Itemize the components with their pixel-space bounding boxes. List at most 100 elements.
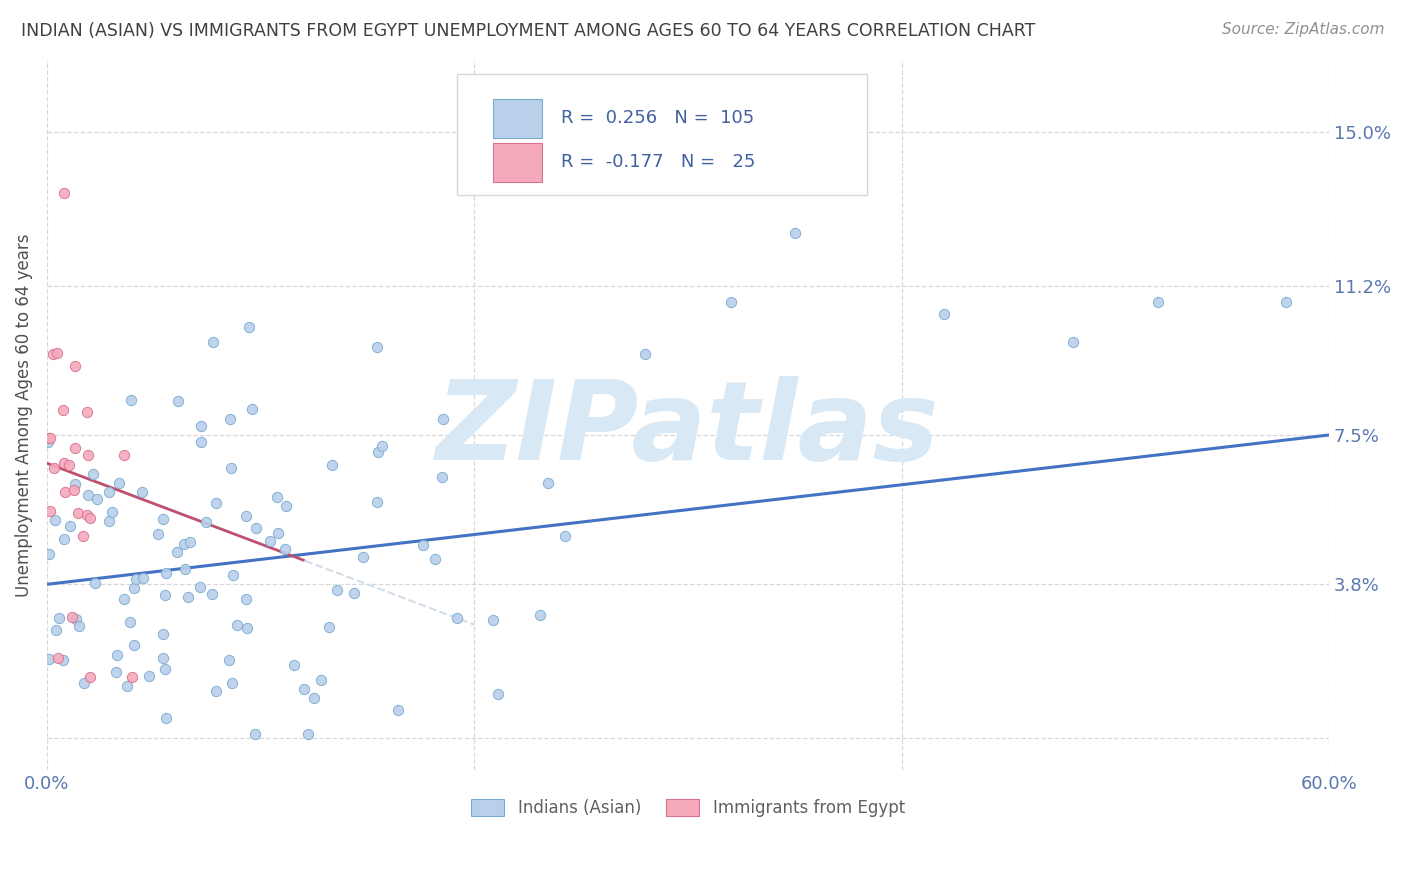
Point bbox=[120, 392, 142, 407]
Point bbox=[42, 347, 65, 361]
FancyBboxPatch shape bbox=[494, 143, 541, 182]
Text: INDIAN (ASIAN) VS IMMIGRANTS FROM EGYPT UNEMPLOYMENT AMONG AGES 60 TO 64 YEARS C: INDIAN (ASIAN) VS IMMIGRANTS FROM EGYPT … bbox=[21, 22, 1035, 40]
Point bbox=[245, 727, 267, 741]
Text: ZIPatlas: ZIPatlas bbox=[436, 376, 939, 483]
Point bbox=[153, 662, 176, 676]
Point bbox=[235, 509, 257, 524]
Point bbox=[38, 504, 60, 518]
Point bbox=[146, 527, 169, 541]
Point bbox=[45, 624, 67, 638]
FancyBboxPatch shape bbox=[457, 74, 868, 194]
Point bbox=[38, 652, 60, 666]
Point bbox=[309, 673, 332, 687]
Point bbox=[37, 435, 59, 450]
Point bbox=[387, 703, 409, 717]
Point bbox=[292, 682, 315, 697]
Point bbox=[259, 534, 281, 549]
Point bbox=[177, 590, 200, 604]
Point bbox=[38, 431, 60, 445]
Point bbox=[63, 441, 86, 455]
Point bbox=[352, 549, 374, 564]
Point bbox=[202, 335, 225, 350]
Point bbox=[48, 651, 70, 665]
Point bbox=[53, 532, 76, 546]
Point bbox=[201, 587, 224, 601]
Point bbox=[125, 572, 148, 586]
Point bbox=[554, 529, 576, 543]
Point bbox=[297, 727, 319, 741]
Point bbox=[120, 615, 142, 629]
Point bbox=[101, 505, 124, 519]
Text: R =  -0.177   N =   25: R = -0.177 N = 25 bbox=[561, 153, 755, 171]
Point bbox=[105, 648, 128, 662]
Point bbox=[115, 679, 138, 693]
Point bbox=[48, 611, 70, 625]
Point bbox=[783, 226, 806, 240]
Y-axis label: Unemployment Among Ages 60 to 64 years: Unemployment Among Ages 60 to 64 years bbox=[15, 233, 32, 597]
Point bbox=[152, 650, 174, 665]
Point bbox=[318, 620, 340, 634]
Point bbox=[155, 566, 177, 580]
Point bbox=[274, 499, 297, 513]
Point bbox=[720, 294, 742, 309]
Point bbox=[53, 484, 76, 499]
Point bbox=[371, 439, 394, 453]
Point bbox=[52, 402, 75, 417]
Point bbox=[38, 547, 60, 561]
Point bbox=[321, 458, 343, 472]
Point bbox=[131, 484, 153, 499]
Point bbox=[122, 581, 145, 595]
Point bbox=[67, 506, 90, 520]
Point bbox=[112, 592, 135, 607]
Point bbox=[152, 512, 174, 526]
Point bbox=[166, 545, 188, 559]
Point bbox=[97, 484, 120, 499]
Point bbox=[173, 562, 195, 576]
Point bbox=[76, 448, 98, 462]
Point bbox=[205, 496, 228, 510]
Point bbox=[226, 618, 249, 632]
Point bbox=[240, 401, 263, 416]
Point bbox=[238, 319, 260, 334]
Point bbox=[366, 495, 388, 509]
Point bbox=[79, 670, 101, 684]
Point bbox=[423, 552, 446, 566]
Point bbox=[367, 445, 389, 459]
Text: R =  0.256   N =  105: R = 0.256 N = 105 bbox=[561, 109, 754, 128]
Point bbox=[79, 511, 101, 525]
Point bbox=[52, 456, 75, 470]
Point bbox=[121, 670, 143, 684]
Point bbox=[482, 614, 505, 628]
Point bbox=[1062, 335, 1084, 350]
Point bbox=[58, 519, 80, 533]
Point bbox=[107, 475, 129, 490]
FancyBboxPatch shape bbox=[494, 99, 541, 137]
Point bbox=[634, 347, 657, 361]
Point bbox=[44, 513, 66, 527]
Point bbox=[58, 458, 80, 472]
Point bbox=[1147, 294, 1170, 309]
Point bbox=[218, 412, 240, 426]
Point bbox=[76, 508, 98, 522]
Point bbox=[52, 653, 75, 667]
Point bbox=[132, 571, 155, 585]
Point bbox=[432, 411, 454, 425]
Point bbox=[529, 607, 551, 622]
Point bbox=[221, 675, 243, 690]
Point bbox=[190, 419, 212, 434]
Point bbox=[76, 405, 98, 419]
Point bbox=[266, 490, 288, 504]
Point bbox=[446, 611, 468, 625]
Point bbox=[38, 431, 60, 445]
Point bbox=[412, 538, 434, 552]
Point bbox=[432, 470, 454, 484]
Point bbox=[122, 638, 145, 652]
Point bbox=[105, 665, 128, 679]
Point bbox=[235, 591, 257, 606]
Legend: Indians (Asian), Immigrants from Egypt: Indians (Asian), Immigrants from Egypt bbox=[463, 791, 914, 826]
Point bbox=[218, 653, 240, 667]
Point bbox=[67, 619, 90, 633]
Point bbox=[97, 514, 120, 528]
Point bbox=[63, 359, 86, 374]
Point bbox=[77, 488, 100, 502]
